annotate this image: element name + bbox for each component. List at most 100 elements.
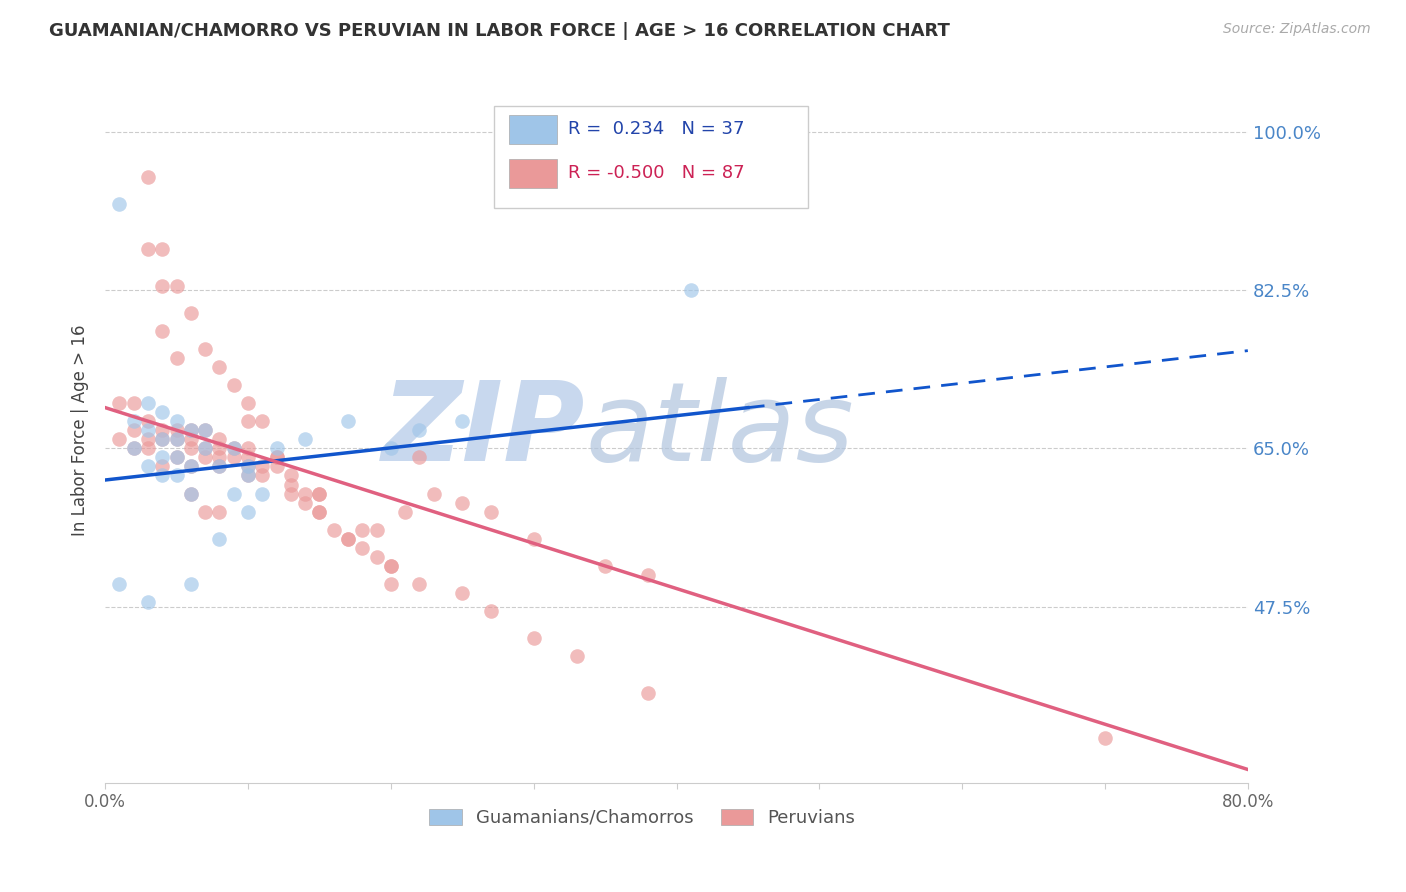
Point	[308, 486, 330, 500]
Text: R = -0.500   N = 87: R = -0.500 N = 87	[568, 164, 745, 182]
Point	[136, 595, 159, 609]
Point	[479, 505, 502, 519]
Point	[266, 442, 288, 456]
Point	[236, 414, 259, 428]
Point	[451, 414, 474, 428]
Point	[166, 450, 188, 465]
Point	[394, 505, 416, 519]
Point	[136, 396, 159, 410]
Point	[408, 423, 430, 437]
Point	[166, 468, 188, 483]
Point	[222, 450, 245, 465]
Point	[166, 432, 188, 446]
Point	[322, 523, 344, 537]
Point	[208, 432, 231, 446]
Point	[194, 342, 217, 356]
Point	[194, 442, 217, 456]
Point	[236, 442, 259, 456]
Point	[236, 468, 259, 483]
Y-axis label: In Labor Force | Age > 16: In Labor Force | Age > 16	[72, 325, 89, 536]
Point	[108, 577, 131, 591]
Point	[294, 495, 316, 509]
Text: GUAMANIAN/CHAMORRO VS PERUVIAN IN LABOR FORCE | AGE > 16 CORRELATION CHART: GUAMANIAN/CHAMORRO VS PERUVIAN IN LABOR …	[49, 22, 950, 40]
Point	[166, 450, 188, 465]
Point	[308, 505, 330, 519]
Point	[180, 423, 202, 437]
Point	[366, 523, 388, 537]
Point	[180, 486, 202, 500]
Point	[222, 378, 245, 392]
Point	[150, 324, 173, 338]
Point	[166, 414, 188, 428]
FancyBboxPatch shape	[509, 115, 557, 145]
Point	[280, 468, 302, 483]
Point	[136, 442, 159, 456]
Point	[252, 414, 274, 428]
Point	[180, 486, 202, 500]
Point	[166, 278, 188, 293]
Legend: Guamanians/Chamorros, Peruvians: Guamanians/Chamorros, Peruvians	[422, 801, 863, 834]
Point	[308, 505, 330, 519]
Point	[280, 477, 302, 491]
Point	[222, 442, 245, 456]
Point	[337, 414, 360, 428]
FancyBboxPatch shape	[494, 105, 808, 208]
Point	[208, 442, 231, 456]
Point	[122, 423, 145, 437]
Point	[294, 486, 316, 500]
Point	[180, 442, 202, 456]
Text: R =  0.234   N = 37: R = 0.234 N = 37	[568, 120, 744, 138]
Point	[194, 423, 217, 437]
Point	[451, 495, 474, 509]
Point	[637, 685, 659, 699]
Point	[150, 278, 173, 293]
Point	[122, 442, 145, 456]
Point	[637, 568, 659, 582]
Point	[108, 396, 131, 410]
Point	[194, 442, 217, 456]
Point	[136, 169, 159, 184]
Point	[222, 486, 245, 500]
Point	[150, 423, 173, 437]
Point	[150, 468, 173, 483]
Point	[1094, 731, 1116, 745]
Point	[422, 486, 444, 500]
Point	[479, 604, 502, 618]
Point	[166, 423, 188, 437]
Point	[166, 351, 188, 365]
Point	[380, 558, 402, 573]
Point	[180, 305, 202, 319]
Point	[352, 541, 374, 555]
Point	[122, 442, 145, 456]
Point	[308, 486, 330, 500]
Point	[208, 532, 231, 546]
Point	[523, 632, 546, 646]
Point	[236, 468, 259, 483]
Point	[136, 459, 159, 474]
Point	[150, 432, 173, 446]
Point	[180, 459, 202, 474]
Point	[266, 459, 288, 474]
Point	[236, 459, 259, 474]
Point	[337, 532, 360, 546]
Point	[679, 283, 702, 297]
Point	[136, 243, 159, 257]
Point	[408, 450, 430, 465]
Point	[236, 450, 259, 465]
Point	[208, 505, 231, 519]
Point	[150, 432, 173, 446]
Point	[208, 459, 231, 474]
Point	[136, 423, 159, 437]
Point	[236, 505, 259, 519]
Point	[180, 577, 202, 591]
Point	[408, 577, 430, 591]
Point	[366, 549, 388, 564]
Point	[252, 468, 274, 483]
Point	[166, 432, 188, 446]
Point	[565, 649, 588, 664]
Point	[136, 414, 159, 428]
Point	[294, 432, 316, 446]
Point	[180, 432, 202, 446]
Point	[108, 197, 131, 211]
Point	[380, 577, 402, 591]
